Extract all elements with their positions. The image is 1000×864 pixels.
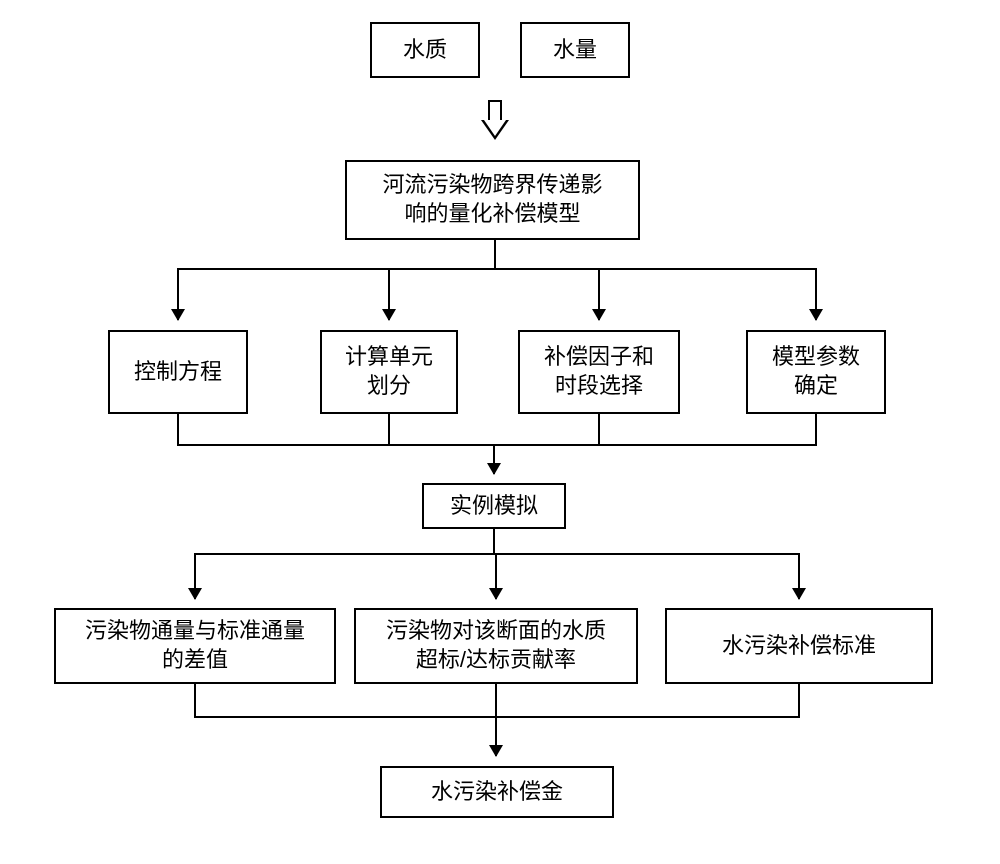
label: 水污染补偿标准 [722, 632, 876, 661]
node-input-water-volume: 水量 [520, 22, 630, 78]
label: 控制方程 [134, 358, 222, 387]
node-model-params: 模型参数 确定 [746, 330, 886, 414]
connector [177, 414, 179, 446]
connector [177, 444, 817, 446]
connector [493, 529, 495, 555]
connector [598, 414, 600, 446]
node-control-equation: 控制方程 [108, 330, 248, 414]
node-compensation-standard: 水污染补偿标准 [665, 608, 933, 684]
label: 污染物通量与标准通量 的差值 [85, 617, 305, 674]
label: 水质 [403, 36, 447, 65]
node-unit-division: 计算单元 划分 [320, 330, 458, 414]
connector-arrow [815, 268, 817, 320]
connector-arrow [598, 268, 600, 320]
connector [194, 716, 800, 718]
label: 模型参数 确定 [772, 343, 860, 400]
connector-arrow [798, 553, 800, 599]
connector [177, 268, 817, 270]
label: 实例模拟 [450, 492, 538, 521]
node-flux-diff: 污染物通量与标准通量 的差值 [54, 608, 336, 684]
connector [194, 553, 800, 555]
connector [494, 240, 496, 270]
connector-arrow [388, 268, 390, 320]
node-simulation: 实例模拟 [422, 483, 566, 529]
label: 水污染补偿金 [431, 778, 563, 807]
node-contribution-rate: 污染物对该断面的水质 超标/达标贡献率 [354, 608, 638, 684]
node-compensation-factor: 补偿因子和 时段选择 [518, 330, 680, 414]
label: 补偿因子和 时段选择 [544, 343, 654, 400]
connector-arrow [495, 716, 497, 756]
connector [495, 684, 497, 718]
label: 污染物对该断面的水质 超标/达标贡献率 [386, 617, 606, 674]
label: 水量 [553, 36, 597, 65]
node-input-water-quality: 水质 [370, 22, 480, 78]
connector-arrow [495, 553, 497, 599]
node-model: 河流污染物跨界传递影 响的量化补偿模型 [345, 160, 640, 240]
node-output: 水污染补偿金 [380, 766, 614, 818]
connector-arrow [493, 444, 495, 474]
connector [388, 414, 390, 446]
label: 计算单元 划分 [345, 343, 433, 400]
connector [815, 414, 817, 446]
connector [798, 684, 800, 718]
hollow-arrow-icon [481, 100, 509, 142]
connector [194, 684, 196, 718]
connector-arrow [194, 553, 196, 599]
label: 河流污染物跨界传递影 响的量化补偿模型 [382, 171, 602, 228]
connector-arrow [177, 268, 179, 320]
